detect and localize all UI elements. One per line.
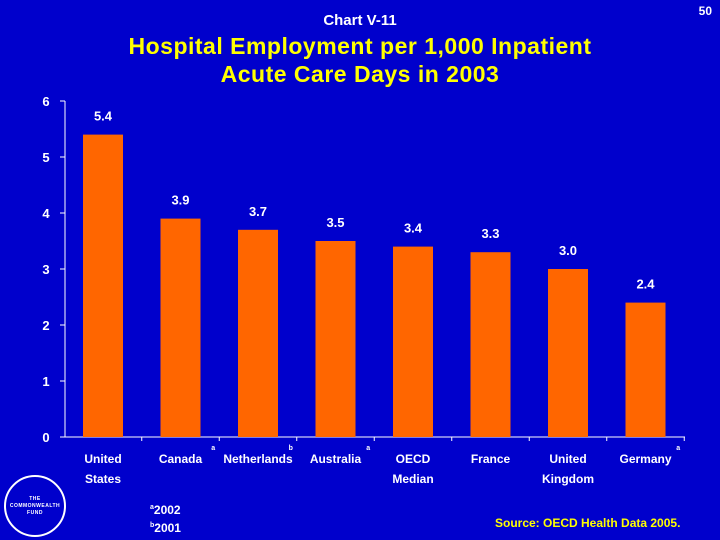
footnote-a-marker: a xyxy=(150,504,154,511)
commonwealth-fund-logo: THE COMMONWEALTH FUND xyxy=(4,475,66,537)
category-marker-1: a xyxy=(211,445,215,452)
bar-value-label-6: 3.0 xyxy=(559,243,577,258)
footnotes: a2002 b2001 xyxy=(150,500,181,536)
bar-1 xyxy=(160,218,201,437)
category-label-0-0: United xyxy=(84,452,121,466)
logo-line-2: COMMONWEALTH xyxy=(9,502,61,509)
y-tick-label-5: 5 xyxy=(42,150,49,165)
chart-label: Chart V-11 xyxy=(323,12,397,29)
footnote-b-text: 2001 xyxy=(154,521,181,535)
footnote-b: b2001 xyxy=(150,518,181,536)
logo-line-3: FUND xyxy=(27,509,43,516)
bar-value-label-4: 3.4 xyxy=(404,221,423,236)
chart-title-line-2: Acute Care Days in 2003 xyxy=(220,61,500,87)
category-label-0-1: States xyxy=(85,472,121,486)
category-marker-7: a xyxy=(676,445,680,452)
bar-value-label-5: 3.3 xyxy=(481,226,499,241)
category-label-4-1: Median xyxy=(392,472,433,486)
chart-title-line-1: Hospital Employment per 1,000 Inpatient xyxy=(128,33,592,59)
bar-value-label-0: 5.4 xyxy=(94,109,113,124)
bar-4 xyxy=(393,246,433,437)
y-tick-label-6: 6 xyxy=(42,94,49,109)
page-number: 50 xyxy=(698,4,712,18)
category-label-6-0: United xyxy=(549,452,586,466)
category-marker-3: a xyxy=(366,445,370,452)
source-note: Source: OECD Health Data 2005. xyxy=(495,516,681,530)
bar-5 xyxy=(470,252,511,437)
category-label-6-1: Kingdom xyxy=(542,472,594,486)
category-label-4-0: OECD xyxy=(396,452,431,466)
footnote-a: a2002 xyxy=(150,500,181,518)
y-tick-label-2: 2 xyxy=(42,318,49,333)
category-label-2-0: Netherlands xyxy=(223,452,293,466)
y-tick-label-0: 0 xyxy=(42,430,49,445)
bar-value-label-2: 3.7 xyxy=(249,204,267,219)
logo-line-1: THE xyxy=(29,495,41,502)
chart-title: Hospital Employment per 1,000 Inpatient … xyxy=(0,32,720,88)
footnote-a-text: 2002 xyxy=(153,503,181,517)
category-label-1-0: Canada xyxy=(159,452,203,466)
y-tick-label-4: 4 xyxy=(42,206,50,221)
category-marker-2: b xyxy=(289,445,293,452)
bar-value-label-1: 3.9 xyxy=(171,193,189,208)
category-label-7-0: Germany xyxy=(619,452,671,466)
bar-0 xyxy=(83,134,123,437)
bar-value-label-3: 3.5 xyxy=(326,215,344,230)
bar-7 xyxy=(625,302,666,437)
category-label-5-0: France xyxy=(471,452,511,466)
bar-6 xyxy=(548,269,588,437)
footnote-b-marker: b xyxy=(150,522,155,529)
bar-2 xyxy=(238,229,278,437)
bar-value-label-7: 2.4 xyxy=(636,277,655,292)
category-label-3-0: Australia xyxy=(310,452,362,466)
bar-3 xyxy=(315,241,356,437)
y-tick-label-1: 1 xyxy=(42,374,49,389)
y-tick-label-3: 3 xyxy=(42,262,49,277)
